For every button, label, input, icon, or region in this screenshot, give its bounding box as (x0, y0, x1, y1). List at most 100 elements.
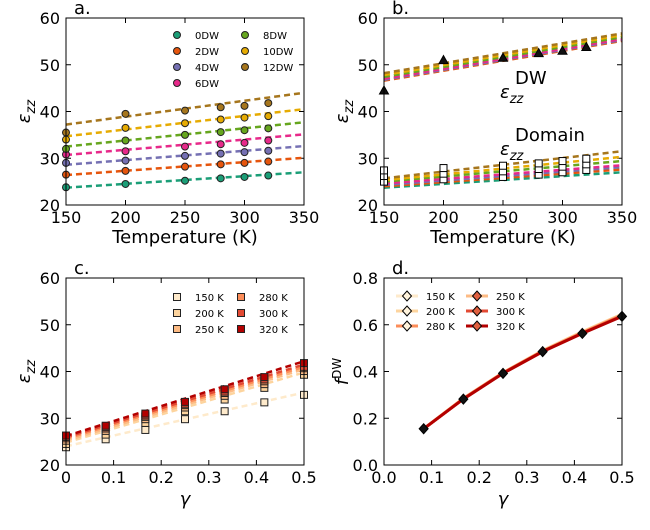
x-tick-label: 0.5 (291, 468, 316, 487)
domain-data-point (582, 154, 591, 163)
y-tick-label: 30 (358, 149, 378, 168)
dw-data-point (557, 45, 568, 55)
x-tick-label: 0.2 (148, 468, 173, 487)
y-tick-label: 40 (40, 363, 60, 382)
legend-marker (173, 293, 181, 301)
panel-d: 0.0 0.1 0.2 0.3 0.4 0.5 0.0 0.2 0.4 0.6 0.8 d. γ fDW 1… (330, 258, 635, 510)
x-tick-label: 0.4 (244, 468, 269, 487)
annotation-domain: εzz (500, 139, 525, 164)
series-line-320 K (422, 314, 623, 430)
legend-marker (471, 305, 483, 317)
legend-marker (401, 305, 413, 317)
legend-label: 280 K (259, 293, 288, 304)
data-point (216, 140, 225, 149)
data-point (181, 397, 189, 406)
data-point (141, 409, 150, 418)
annotation-sup: DW (515, 68, 547, 89)
data-point (240, 148, 249, 157)
x-tick-label: 150 (369, 208, 400, 227)
y-axis-label: εzz (14, 99, 39, 124)
data-point (216, 128, 225, 137)
data-point (240, 126, 249, 135)
data-point (181, 130, 189, 139)
plot-frame (383, 17, 623, 206)
legend-label: 300 K (259, 309, 288, 320)
y-tick-label: 40 (40, 103, 60, 122)
legend-label: 150 K (426, 292, 455, 303)
data-point (181, 142, 189, 151)
dw-data-point (580, 41, 592, 51)
y-tick-label: 20 (40, 196, 60, 215)
y-tick-label: 20 (40, 456, 60, 475)
panel-label: b. (392, 0, 409, 19)
data-point (121, 136, 130, 145)
data-point (181, 106, 189, 115)
legend-label: 8DW (263, 31, 287, 42)
data-point (264, 112, 273, 121)
y-tick-label: 60 (358, 9, 378, 28)
legend-marker (471, 320, 483, 332)
legend-marker (173, 31, 181, 39)
plot-frame (65, 277, 305, 466)
x-tick-label: 0.1 (101, 468, 126, 487)
x-tick-label: 0.5 (609, 468, 634, 487)
legend-marker (237, 309, 245, 317)
x-axis-label: γ (180, 489, 192, 510)
data-point (240, 101, 249, 110)
data-point (181, 415, 189, 424)
legend-marker (471, 290, 483, 302)
x-axis-label: Temperature (K) (111, 227, 258, 248)
x-axis-label: γ (498, 489, 510, 510)
legend-label: 300 K (496, 307, 525, 318)
x-tick-label: 0.3 (196, 468, 221, 487)
plot-frame (383, 277, 623, 466)
legend-label: 280 K (426, 322, 455, 333)
x-tick-label: 200 (428, 208, 459, 227)
x-tick-label: 300 (229, 208, 260, 227)
data-point (121, 123, 130, 132)
domain-data-point (558, 157, 567, 166)
panel-label: d. (392, 258, 409, 279)
y-tick-label: 0.8 (353, 269, 378, 288)
panel-b: 150 200 250 300 350 20 30 40 50 60 b. Temperature (… (332, 0, 637, 248)
y-tick-label: 0.6 (353, 316, 378, 335)
data-point (181, 151, 189, 160)
legend-marker (241, 63, 249, 71)
legend-marker (173, 79, 181, 87)
data-point (260, 398, 269, 407)
legend-marker (237, 325, 245, 333)
data-point (181, 119, 189, 128)
data-point (216, 160, 225, 169)
x-tick-label: 0.2 (466, 468, 491, 487)
data-point (264, 171, 273, 180)
data-point (264, 157, 273, 166)
data-point (497, 367, 509, 380)
data-point (240, 158, 249, 167)
data-point (121, 109, 130, 118)
legend-label: 6DW (195, 79, 219, 90)
data-point (260, 373, 269, 382)
legend-marker (173, 63, 181, 71)
data-point (264, 99, 273, 108)
data-point (264, 124, 273, 133)
data-point (537, 345, 548, 358)
legend-label: 200 K (426, 307, 455, 318)
legend-label: 150 K (195, 293, 224, 304)
legend-label: 12DW (263, 63, 293, 74)
x-tick-label: 200 (110, 208, 141, 227)
x-axis-label: Temperature (K) (429, 227, 576, 248)
y-tick-label: 40 (358, 103, 378, 122)
domain-data-point (439, 164, 448, 173)
data-point (181, 176, 189, 185)
x-tick-label: 250 (488, 208, 519, 227)
legend-marker (401, 320, 413, 332)
data-point (216, 174, 225, 183)
legend-label: 320 K (496, 322, 525, 333)
dw-data-point (497, 52, 509, 62)
data-point (216, 149, 225, 158)
legend-marker (237, 293, 245, 301)
x-tick-label: 0.3 (514, 468, 539, 487)
data-point (121, 156, 130, 165)
data-point (220, 407, 229, 416)
